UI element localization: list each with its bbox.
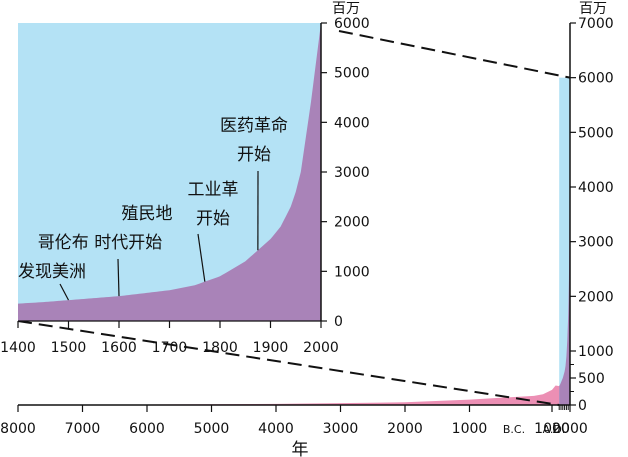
inset-annotation-label: 殖民地 (122, 204, 173, 224)
inset-x-tick-label: 1600 (101, 340, 137, 356)
main-y-tick-label: 4000 (578, 180, 614, 196)
main-x-tick-label: 7000 (65, 421, 101, 437)
main-y-tick-label: 7000 (578, 16, 614, 32)
inset-y-tick-label: 1000 (334, 264, 370, 280)
inset-x-tick-label: 1500 (51, 340, 87, 356)
main-y-tick-label: 3000 (578, 235, 614, 251)
main-y-tick-label: 5000 (578, 125, 614, 141)
main-x-axis-label: 年 (292, 440, 309, 457)
main-x-tick-label: 1000 (534, 421, 570, 437)
inset-y-tick-label: 3000 (334, 165, 370, 181)
main-x-tick-label: 6000 (129, 421, 165, 437)
inset-x-tick-label: 1400 (0, 340, 36, 356)
inset-y-tick-label: 5000 (334, 66, 370, 82)
inset-chart: 0 1000 2000 3000 4000 5000 6000 1400 1500 1600 170… (0, 1, 369, 356)
inset-y-tick-label: 4000 (334, 115, 370, 131)
main-x-tick-label: B.C. (503, 423, 525, 436)
inset-x-tick-label: 1800 (202, 340, 238, 356)
inset-y-tick-label: 6000 (334, 16, 370, 32)
main-inset-region-background (559, 77, 570, 406)
main-x-tick-label: 3000 (323, 421, 359, 437)
inset-annotation-leader (197, 233, 206, 282)
main-unit-label: 百万 (579, 1, 607, 17)
inset-annotation-label: 哥伦布 时代开始 (38, 233, 162, 253)
main-x-tick-label: 2000 (552, 421, 588, 437)
main-chart: 8000 7000 6000 5000 4000 3000 2000 1000 B.C. A.D.… (0, 1, 613, 457)
main-x-tick-label: A.D. (543, 423, 566, 436)
inset-x-tick-label: 1900 (253, 340, 289, 356)
zoom-connectors (17, 30, 571, 406)
main-x-tick-label: 4000 (258, 421, 294, 437)
zoom-connector-top (338, 30, 571, 79)
main-y-tick-label: 1000 (578, 344, 614, 360)
inset-annotation-label: 开始 (237, 145, 271, 165)
inset-unit-label: 百万 (332, 1, 360, 17)
inset-annotation-label: 工业革 (188, 180, 239, 200)
main-y-tick-label: 2000 (578, 289, 614, 305)
inset-annotation-leader (59, 283, 70, 301)
inset-annotation-label: 医药革命 (220, 116, 288, 136)
inset-y-tick-label: 0 (334, 314, 343, 330)
main-x-tick-label: 2000 (387, 421, 423, 437)
inset-x-tick-label: 1700 (152, 340, 188, 356)
inset-x-tick-label: 2000 (303, 340, 339, 356)
zoom-connector-bottom (17, 320, 560, 406)
main-y-tick-label: 500 (578, 371, 605, 387)
inset-y-tick-label: 2000 (334, 215, 370, 231)
inset-annotation-label: 开始 (196, 209, 230, 229)
inset-annotation-leader (117, 258, 120, 297)
inset-population-area (18, 23, 321, 321)
main-x-tick-label: 5000 (194, 421, 230, 437)
main-y-tick-label: 6000 (578, 71, 614, 87)
inset-annotation-label: 发现美洲 (18, 262, 86, 282)
main-x-tick-label: 8000 (0, 421, 36, 437)
main-inset-region-population (559, 77, 570, 406)
main-y-tick-label: 0 (578, 398, 587, 414)
main-x-tick-label: 1000 (452, 421, 488, 437)
